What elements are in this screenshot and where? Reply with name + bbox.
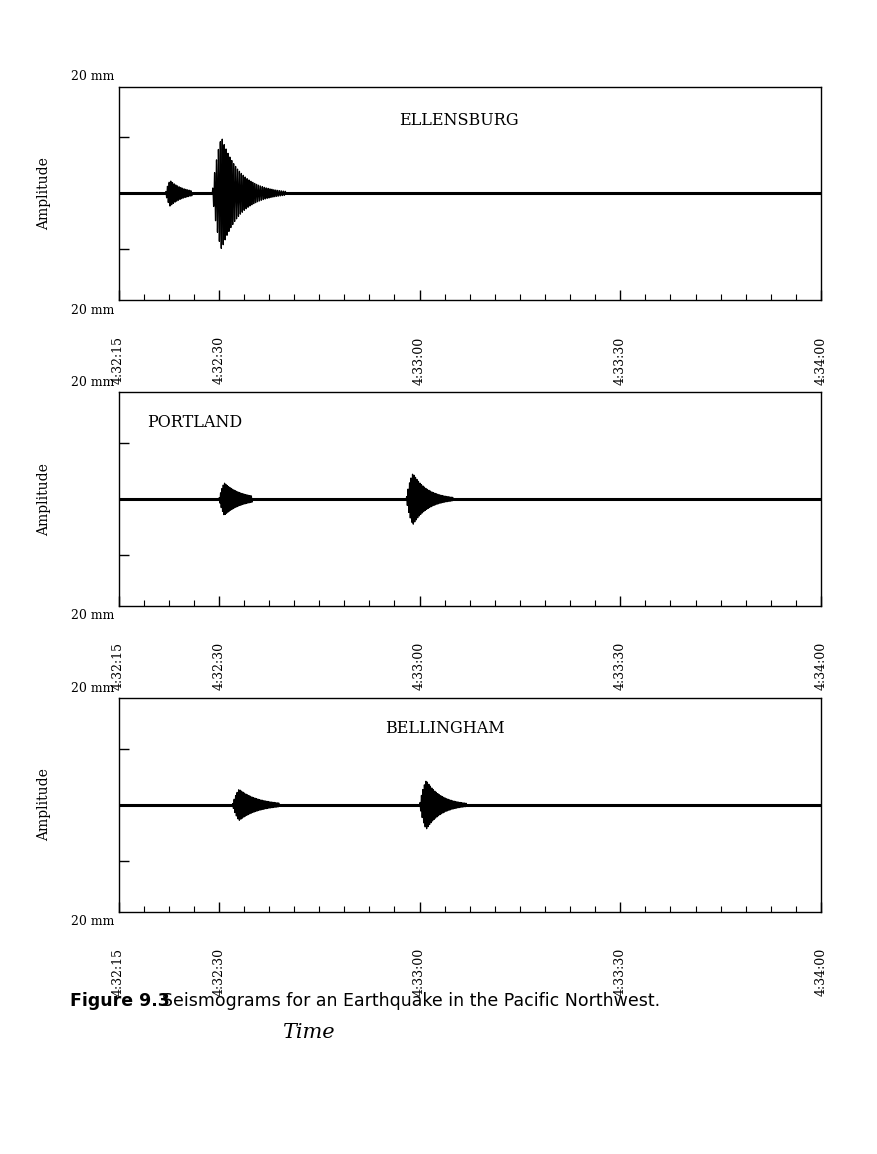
Text: 20 mm: 20 mm: [71, 304, 114, 316]
Text: 4:32:15: 4:32:15: [112, 642, 125, 690]
Text: BELLINGHAM: BELLINGHAM: [385, 720, 504, 736]
Text: 4:32:30: 4:32:30: [212, 336, 225, 384]
Text: 4:34:00: 4:34:00: [814, 947, 826, 996]
Text: Time: Time: [282, 717, 334, 736]
Text: 4:32:30: 4:32:30: [212, 642, 225, 690]
Text: 20 mm: 20 mm: [71, 915, 114, 928]
Text: 4:32:15: 4:32:15: [112, 947, 125, 996]
Text: 4:33:30: 4:33:30: [613, 947, 626, 996]
Text: 20 mm: 20 mm: [71, 682, 114, 695]
Text: Time: Time: [282, 411, 334, 430]
Text: 20 mm: 20 mm: [71, 376, 114, 389]
Text: 4:33:00: 4:33:00: [412, 642, 425, 690]
Text: 4:33:30: 4:33:30: [613, 336, 626, 384]
Text: Amplitude: Amplitude: [37, 463, 51, 535]
Text: PORTLAND: PORTLAND: [146, 414, 241, 430]
Text: ELLENSBURG: ELLENSBURG: [399, 112, 518, 129]
Text: 4:33:00: 4:33:00: [412, 947, 425, 996]
Text: 20 mm: 20 mm: [71, 70, 114, 83]
Text: 20 mm: 20 mm: [71, 609, 114, 622]
Text: 4:32:15: 4:32:15: [112, 336, 125, 384]
Text: Time: Time: [282, 1022, 334, 1042]
Text: 4:34:00: 4:34:00: [814, 336, 826, 384]
Text: Amplitude: Amplitude: [37, 769, 51, 841]
Text: 4:34:00: 4:34:00: [814, 642, 826, 690]
Text: Amplitude: Amplitude: [37, 157, 51, 230]
Text: Seismograms for an Earthquake in the Pacific Northwest.: Seismograms for an Earthquake in the Pac…: [151, 991, 660, 1010]
Text: 4:33:00: 4:33:00: [412, 336, 425, 384]
Text: 4:32:30: 4:32:30: [212, 947, 225, 996]
Text: 4:33:30: 4:33:30: [613, 642, 626, 690]
Text: Figure 9.3: Figure 9.3: [70, 991, 170, 1010]
